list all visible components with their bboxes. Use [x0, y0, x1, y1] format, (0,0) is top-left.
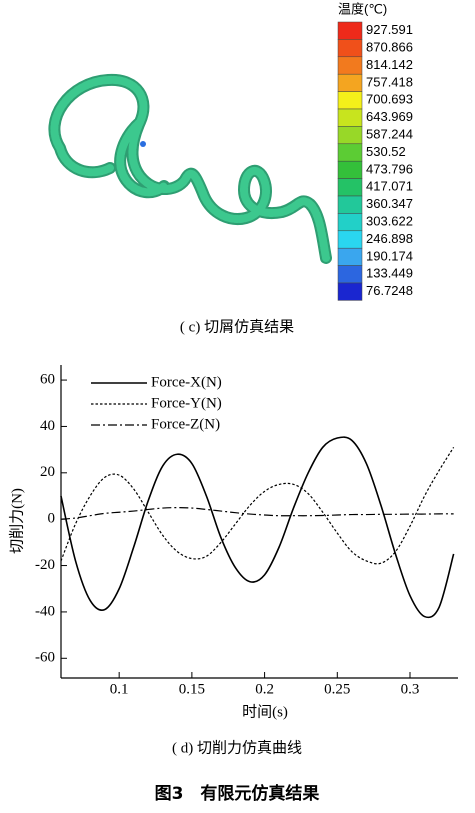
colorbar: 温度(℃) 927.591 870.866 814.142 757.418 700.69…: [337, 1, 413, 301]
color-swatch: [337, 265, 363, 284]
colorbar-label: 303.622: [366, 214, 413, 229]
y-tick-label: -20: [35, 557, 55, 573]
color-swatch: [337, 213, 363, 232]
x-tick-label: 0.25: [324, 681, 350, 697]
color-swatch: [337, 108, 363, 127]
x-tick-label: 0.1: [110, 681, 129, 697]
y-tick-label: -60: [35, 650, 55, 666]
color-swatch: [337, 91, 363, 110]
color-swatch: [337, 178, 363, 197]
color-swatch: [337, 143, 363, 162]
figure-caption: 图3 有限元仿真结果: [155, 783, 320, 804]
y-tick-label: 20: [40, 464, 55, 480]
colorbar-label: 814.142: [366, 57, 413, 72]
line-chart: 时间(s) 切削力(N) -60 -40 -20 0 20 40 60 0.1 0.15 0.2 0…: [8, 365, 458, 720]
colorbar-label: 757.418: [366, 74, 413, 89]
colorbar-label: 530.52: [366, 144, 406, 159]
panel-caption: ( c) 切屑仿真结果: [180, 317, 294, 335]
colorbar-label: 587.244: [366, 127, 413, 142]
colorbar-title: 温度(℃): [338, 1, 387, 16]
colorbar-label: 360.347: [366, 196, 413, 211]
color-swatch: [337, 195, 363, 214]
legend-label: Force-Z(N): [151, 416, 220, 432]
chip-cold-spot: [140, 141, 146, 147]
colorbar-label: 417.071: [366, 179, 413, 194]
color-swatch: [337, 282, 363, 301]
chip-body: [50, 75, 330, 262]
colorbar-label: 190.174: [366, 248, 413, 263]
panel-caption: ( d) 切削力仿真曲线: [172, 738, 302, 756]
colorbar-label: 473.796: [366, 161, 413, 176]
color-swatch: [337, 247, 363, 266]
x-axis-label: 时间(s): [242, 703, 288, 720]
data-line: [60, 506, 454, 520]
color-swatch: [337, 39, 363, 58]
chip-image: [48, 73, 332, 264]
legend-label: Force-X(N): [151, 374, 222, 390]
color-swatch: [337, 56, 363, 75]
x-tick-label: 0.3: [401, 681, 420, 697]
colorbar-label: 246.898: [366, 231, 413, 246]
colorbar-label: 927.591: [366, 22, 413, 37]
color-swatch: [337, 160, 363, 179]
y-axis-label: 切削力(N): [8, 488, 25, 554]
data-line: [60, 436, 455, 619]
data-line: [60, 446, 455, 565]
colorbar-label: 700.693: [366, 92, 413, 107]
colorbar-label: 76.7248: [366, 283, 413, 298]
colorbar-label: 870.866: [366, 40, 413, 55]
x-tick-label: 0.2: [255, 681, 274, 697]
y-tick-label: -40: [35, 603, 55, 619]
color-swatch: [337, 21, 363, 40]
colorbar-label: 133.449: [366, 266, 413, 281]
color-swatch: [337, 73, 363, 92]
y-tick-label: 0: [48, 511, 56, 527]
legend-label: Force-Y(N): [151, 395, 222, 411]
x-tick-label: 0.15: [179, 681, 205, 697]
y-tick-label: 40: [40, 418, 55, 434]
color-swatch: [337, 230, 363, 249]
y-tick-label: 60: [40, 372, 55, 388]
color-swatch: [337, 126, 363, 145]
colorbar-label: 643.969: [366, 109, 413, 124]
